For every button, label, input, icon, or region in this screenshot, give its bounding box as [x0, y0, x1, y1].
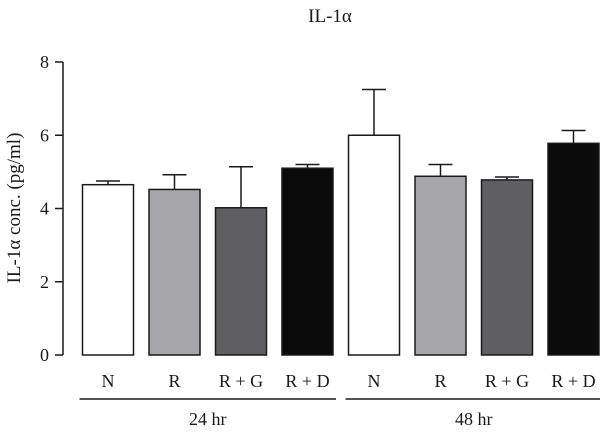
bar	[547, 142, 600, 356]
x-tick-label: R + G	[219, 371, 263, 391]
y-axis: 0 2 4 6 8	[40, 52, 64, 365]
bar	[281, 167, 334, 356]
x-tick-label: R + D	[285, 371, 329, 391]
bar	[148, 188, 201, 356]
x-tick-label: R	[168, 371, 180, 391]
y-axis-label: IL-1α conc. (pg/ml)	[4, 133, 25, 284]
y-tick-label: 8	[40, 52, 49, 72]
bar	[81, 183, 135, 356]
bar	[480, 179, 534, 356]
bar	[414, 175, 467, 356]
group-label: 48 hr	[455, 409, 493, 429]
bars	[81, 88, 600, 356]
y-tick-label: 4	[40, 199, 49, 219]
group-labels: 24 hr 48 hr	[79, 398, 600, 429]
x-tick-label: R + D	[551, 371, 595, 391]
group-label: 24 hr	[189, 409, 227, 429]
x-tick-label: R + G	[485, 371, 529, 391]
y-tick-label: 0	[40, 345, 49, 365]
chart-title: IL-1α	[308, 6, 352, 27]
x-tick-label: N	[102, 371, 115, 391]
x-axis-labels: N R R + G R + D N R R + G R + D	[102, 371, 596, 391]
y-tick-label: 6	[40, 125, 49, 145]
x-tick-label: N	[368, 371, 381, 391]
bar	[347, 134, 401, 356]
bar	[214, 207, 268, 356]
x-tick-label: R	[434, 371, 446, 391]
y-tick-label: 2	[40, 272, 49, 292]
